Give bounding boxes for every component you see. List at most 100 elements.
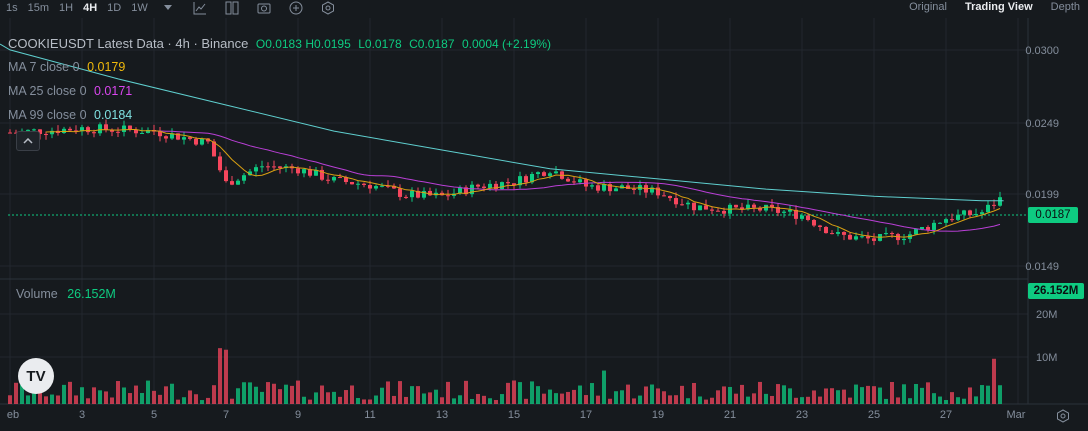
collapse-legend-button[interactable] [16, 131, 40, 151]
candle-body [338, 177, 342, 179]
volume-bar [20, 384, 24, 404]
view-trading-view[interactable]: Trading View [964, 1, 1033, 13]
candle-body [506, 182, 510, 184]
volume-bar [134, 385, 138, 404]
ma25-legend[interactable]: MA 25 close 0 0.0171 [8, 84, 132, 98]
candle-body [674, 198, 678, 205]
volume-bar [902, 384, 906, 404]
ma7-legend[interactable]: MA 7 close 0 0.0179 [8, 60, 125, 74]
date-tick: eb [6, 409, 20, 421]
volume-bar [92, 387, 96, 404]
candle-body [524, 176, 528, 183]
ma7-value: 0.0179 [87, 60, 126, 74]
candle-body [26, 129, 30, 131]
candle-body [308, 169, 312, 176]
volume-bar [890, 381, 894, 404]
candle-body [476, 184, 480, 187]
candle-body [38, 129, 42, 135]
candle-body [302, 169, 306, 174]
candle-body [944, 219, 948, 223]
candle-body [926, 227, 930, 230]
volume-bar [566, 391, 570, 404]
volume-bar [98, 390, 102, 404]
volume-label: Volume [16, 287, 58, 301]
camera-icon[interactable] [257, 1, 271, 15]
view-original[interactable]: Original [909, 1, 947, 13]
indicator-icon[interactable] [193, 1, 207, 15]
volume-bar [434, 389, 438, 404]
volume-bar [824, 388, 828, 404]
ohlc-low: L0.0178 [358, 37, 402, 51]
candle-body [608, 184, 612, 192]
settings-hex-icon[interactable] [321, 1, 335, 15]
volume-bar [482, 395, 486, 404]
ma99-line [0, 43, 1004, 202]
volume-bar [668, 395, 672, 404]
candle-body [548, 173, 552, 176]
volume-bar [842, 389, 846, 404]
volume-legend: Volume 26.152M [16, 287, 116, 301]
volume-bar [248, 382, 252, 404]
timeframe-1w[interactable]: 1W [131, 2, 148, 14]
price-tick: 0.0149 [1025, 261, 1059, 273]
volume-bar [770, 395, 774, 404]
candle-body [374, 186, 378, 189]
volume-bar [716, 390, 720, 404]
volume-bar [932, 393, 936, 404]
caret-down-icon[interactable] [161, 1, 175, 15]
candles [8, 119, 1002, 246]
candle-body [812, 220, 816, 226]
ma99-legend[interactable]: MA 99 close 0 0.0184 [8, 108, 132, 122]
volume-bar [338, 396, 342, 404]
volume-bar [362, 399, 366, 404]
candle-body [356, 183, 360, 185]
timeframe-4h[interactable]: 4H [83, 2, 98, 14]
volume-bar [740, 384, 744, 404]
volume-badge: 26.152M [1028, 283, 1084, 299]
volume-bar [866, 385, 870, 404]
volume-bar [554, 393, 558, 404]
view-depth[interactable]: Depth [1050, 1, 1080, 13]
date-tick: 17 [579, 409, 593, 421]
candle-body [500, 182, 504, 190]
volume-bar [68, 381, 72, 404]
add-icon[interactable] [289, 1, 303, 15]
date-tick: 21 [723, 409, 737, 421]
candle-body [890, 233, 894, 235]
volume-bar [116, 381, 120, 404]
volume-bar [128, 393, 132, 404]
volume-bar [62, 384, 66, 404]
layout-icon[interactable] [225, 1, 239, 15]
volume-bar [446, 381, 450, 404]
candle-body [164, 136, 168, 139]
volume-bar [530, 381, 534, 404]
tradingview-logo[interactable]: TV [18, 358, 54, 394]
volume-bar [74, 395, 78, 404]
volume-bar [368, 399, 372, 404]
candle-body [170, 133, 174, 139]
candle-body [542, 172, 546, 176]
volume-bar [944, 399, 948, 404]
volume-bar [980, 385, 984, 404]
timeframe-1h[interactable]: 1H [59, 2, 74, 14]
timeframe-1d[interactable]: 1D [107, 2, 122, 14]
volume-bar [404, 396, 408, 404]
date-tick: Mar [1006, 409, 1026, 421]
volume-bar [818, 396, 822, 404]
ma25-value: 0.0171 [94, 84, 133, 98]
candle-body [632, 188, 636, 190]
candle-body [422, 190, 426, 198]
volume-bar [344, 390, 348, 404]
candle-body [866, 236, 870, 239]
candle-body [536, 172, 540, 175]
settings-icon[interactable] [1056, 409, 1070, 423]
timeframe-15m[interactable]: 15m [27, 2, 50, 14]
volume-bars [8, 348, 1002, 404]
timeframe-1s[interactable]: 1s [6, 2, 18, 14]
ma99-label: MA 99 close 0 [8, 108, 87, 122]
candle-body [920, 227, 924, 230]
date-tick: 3 [78, 409, 86, 421]
volume-bar [650, 384, 654, 404]
volume-bar [212, 385, 216, 404]
